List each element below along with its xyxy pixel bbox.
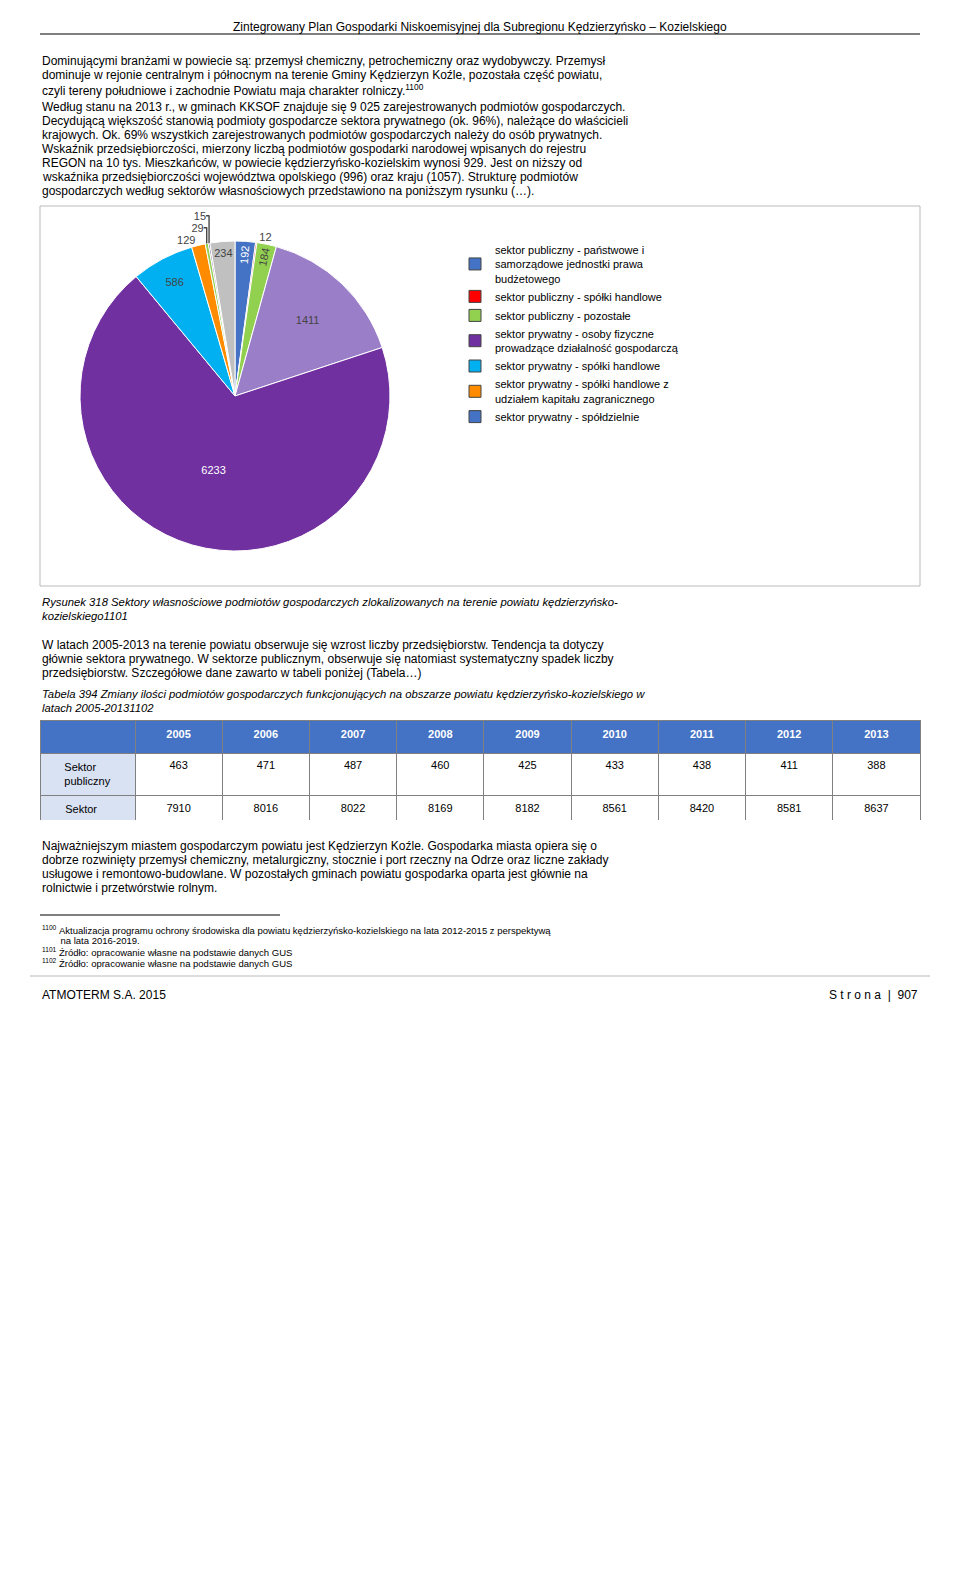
svg-text:sektor prywatny - osoby fizycz: sektor prywatny - osoby fizyczneprowadzą…	[495, 328, 679, 354]
svg-text:ATMOTERM S.A. 2015: ATMOTERM S.A. 2015	[42, 988, 166, 1002]
svg-text:12: 12	[259, 231, 271, 243]
svg-text:czyli tereny południowe i zach: czyli tereny południowe i zachodnie Powi…	[42, 82, 424, 98]
svg-text:usługowe i remontowo-budowlane: usługowe i remontowo-budowlane. W pozost…	[42, 867, 588, 881]
svg-text:gospodarczych według sektorów: gospodarczych według sektorów własnościo…	[42, 184, 534, 198]
svg-text:sektor prywatny - spółki handl: sektor prywatny - spółki handlowe zudzia…	[495, 378, 669, 404]
svg-text:2007: 2007	[341, 728, 365, 740]
svg-text:S t r o n a | 907: S t r o n a | 907	[829, 988, 918, 1002]
svg-text:471: 471	[257, 759, 275, 771]
svg-text:8169: 8169	[428, 802, 452, 814]
svg-text:6233: 6233	[201, 464, 225, 476]
svg-text:Sektorpubliczny: Sektorpubliczny	[64, 761, 110, 787]
svg-text:latach 2005-20131102: latach 2005-20131102	[42, 702, 154, 714]
svg-text:8022: 8022	[341, 802, 365, 814]
svg-text:1411: 1411	[296, 314, 320, 326]
svg-text:2012: 2012	[777, 728, 801, 740]
svg-text:425: 425	[518, 759, 536, 771]
svg-text:29: 29	[191, 222, 203, 234]
svg-text:​1101​ Źródło: opracowanie wła: ​1101​ Źródło: opracowanie własne na pod…	[42, 946, 292, 958]
svg-text:przedsiębiorstw. Szczegółowe d: przedsiębiorstw. Szczegółowe dane zawart…	[42, 666, 422, 680]
svg-text:8581: 8581	[777, 802, 801, 814]
svg-text:dobrze rozwinięty przemysł che: dobrze rozwinięty przemysł chemiczny, me…	[42, 853, 608, 867]
svg-text:234: 234	[214, 247, 232, 259]
svg-text:wskaźnika przedsiębiorczości w: wskaźnika przedsiębiorczości województwa…	[42, 170, 578, 184]
svg-text:​1100​ Aktualizacja programu o: ​1100​ Aktualizacja programu ochrony śro…	[42, 924, 551, 936]
svg-text:433: 433	[606, 759, 624, 771]
svg-text:8561: 8561	[602, 802, 626, 814]
svg-text:krajowych. Ok. 69% wszystkich: krajowych. Ok. 69% wszystkich zarejestro…	[42, 128, 602, 142]
svg-text:192: 192	[238, 245, 251, 264]
svg-text:411: 411	[780, 759, 798, 771]
svg-text:388: 388	[867, 759, 885, 771]
svg-text:Wskaźnik przedsiębiorczości, m: Wskaźnik przedsiębiorczości, mierzony li…	[42, 142, 586, 156]
svg-text:​1102​ Źródło: opracowanie wła: ​1102​ Źródło: opracowanie własne na pod…	[42, 957, 292, 969]
svg-text:8637: 8637	[864, 802, 888, 814]
svg-text:głównie sektora prywatnego. W: głównie sektora prywatnego. W sektorze p…	[42, 652, 614, 666]
svg-text:2005: 2005	[166, 728, 190, 740]
svg-text:184: 184	[256, 247, 272, 267]
svg-text:na lata 2016-2019.: na lata 2016-2019.	[42, 935, 140, 946]
svg-text:2010: 2010	[602, 728, 626, 740]
svg-text:2011: 2011	[690, 728, 714, 740]
svg-text:Zintegrowany Plan Gospodarki N: Zintegrowany Plan Gospodarki Niskoemisyj…	[233, 20, 727, 34]
svg-text:8420: 8420	[690, 802, 714, 814]
svg-text:sektor publiczny - państwowe i: sektor publiczny - państwowe isamorządow…	[495, 244, 644, 285]
svg-text:kozielskiego1101: kozielskiego1101	[42, 610, 128, 622]
svg-text:129: 129	[177, 234, 195, 246]
svg-text:460: 460	[431, 759, 449, 771]
svg-text:Sektorprywatny: Sektorprywatny	[65, 803, 110, 820]
svg-text:sektor publiczny - pozostałe: sektor publiczny - pozostałe	[495, 310, 631, 322]
svg-text:8182: 8182	[515, 802, 539, 814]
svg-text:Dominującymi branżami w powiec: Dominującymi branżami w powiecie są: prz…	[42, 54, 605, 68]
svg-text:2013: 2013	[864, 728, 888, 740]
svg-text:sektor publiczny - spółki hand: sektor publiczny - spółki handlowe	[495, 291, 662, 303]
svg-text:2008: 2008	[428, 728, 452, 740]
svg-text:438: 438	[693, 759, 711, 771]
svg-text:sektor prywatny - spółki handl: sektor prywatny - spółki handlowe	[495, 360, 660, 372]
svg-text:rolnictwie i przetwórstwie rol: rolnictwie i przetwórstwie rolnym.	[42, 881, 217, 895]
svg-text:2009: 2009	[515, 728, 539, 740]
svg-text:sektor prywatny - spółdzielnie: sektor prywatny - spółdzielnie	[495, 411, 639, 423]
svg-text:Według stanu na 2013 r., w gmi: Według stanu na 2013 r., w gminach KKSOF…	[42, 100, 625, 114]
svg-text:Tabela 394 Zmiany ilości podmi: Tabela 394 Zmiany ilości podmiotów gospo…	[42, 688, 645, 700]
svg-text:7910: 7910	[166, 802, 190, 814]
svg-text:487: 487	[344, 759, 362, 771]
svg-text:W latach 2005-2013 na terenie: W latach 2005-2013 na terenie powiatu ob…	[42, 638, 603, 652]
svg-text:Decydującą większość stanowią: Decydującą większość stanowią podmioty g…	[42, 114, 628, 128]
svg-text:15: 15	[194, 210, 206, 222]
svg-text:463: 463	[169, 759, 187, 771]
svg-text:586: 586	[165, 276, 183, 288]
svg-text:dominuje w rejonie centralnym: dominuje w rejonie centralnym i północny…	[42, 68, 602, 82]
svg-text:Rysunek 318 Sektory własnościo: Rysunek 318 Sektory własnościowe podmiot…	[42, 596, 618, 608]
svg-text:Najważniejszym miastem gospoda: Najważniejszym miastem gospodarczym powi…	[42, 839, 597, 853]
svg-text:REGON na 10 tys. Mieszkańców,: REGON na 10 tys. Mieszkańców, w powiecie…	[42, 156, 582, 170]
svg-text:2006: 2006	[254, 728, 278, 740]
svg-text:8016: 8016	[254, 802, 278, 814]
